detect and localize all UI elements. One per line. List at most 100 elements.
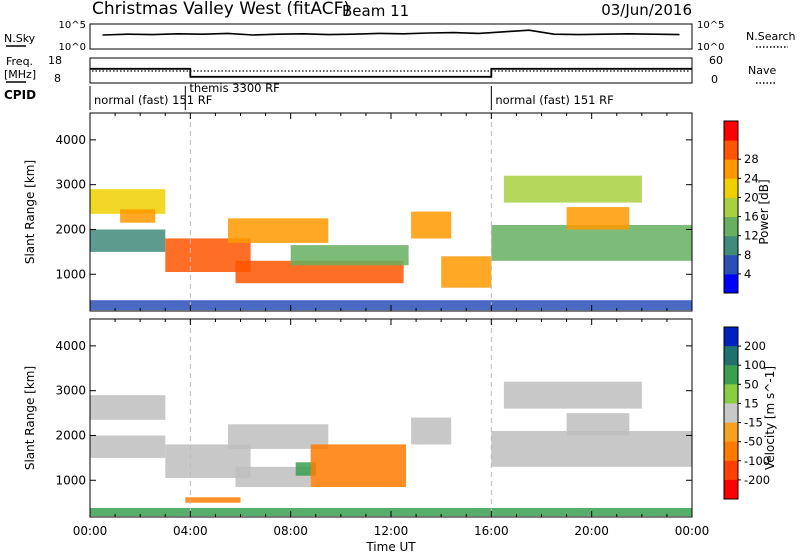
power-panel: 1000 2000 3000 4000 Slant Range [km] 4 8 12 16… [23,112,771,312]
freq-label-line2: [MHz] [4,68,36,81]
colorbar-tick-label: 20 [744,190,759,204]
scatter-region [441,256,492,288]
freq-left-tick-top: 18 [48,54,62,67]
nsky-trace [102,29,680,36]
scatter-region [566,413,630,436]
cpid-segment-label: normal (fast) 151 RF [94,93,212,107]
colorbar-tick-label: -200 [744,473,770,487]
nsky-left-tick-top: 10^5 [59,20,86,31]
colorbar-tick-label: 16 [744,210,759,224]
colorbar-swatch [724,140,738,160]
nsky-right-tick-top: 10^5 [697,20,724,31]
x-axis-label: Time UT [365,540,416,554]
colorbar-swatch [724,216,738,237]
colorbar-swatch [724,254,738,275]
date-label: 03/Jun/2016 [601,1,692,19]
y-tick-label: 2000 [55,222,86,236]
scatter-region [411,211,452,239]
colorbar-swatch [724,273,738,294]
cpid-segment-label: themis 3300 RF [189,81,279,95]
colorbar-tick-label: -100 [744,454,770,468]
colorbar-tick-label: 50 [744,377,759,391]
x-tick-label: 12:00 [374,524,409,538]
y-tick-label: 3000 [55,178,86,192]
nsky-panel: N.Sky 10^5 10^0 10^5 10^0 N.Search [4,20,796,53]
colorbar-swatch [724,121,738,141]
colorbar-swatch [724,346,738,366]
colorbar-swatch [724,327,738,347]
freq-trace [90,67,692,78]
colorbar-tick-label: 8 [744,248,751,262]
x-tick-label: 00:00 [73,524,108,538]
y-tick-label: 3000 [55,384,86,398]
y-tick-label: 2000 [55,428,86,442]
scatter-region [491,431,692,467]
colorbar-tick-label: 12 [744,229,759,243]
nsky-right-tick-bottom: 10^0 [697,42,724,53]
colorbar-swatch [724,384,738,404]
colorbar-tick-label: 28 [744,152,759,166]
beam-label: Beam 11 [342,2,409,20]
scatter-region [90,229,166,252]
y-tick-label: 4000 [55,133,86,147]
freq-panel: Freq. [MHz] 18 8 60 0 Nave [4,54,776,86]
scatter-region [120,209,156,223]
velocity-colorbar-label: Velocity [m s^-1] [763,366,777,470]
nsky-left-tick-bottom: 10^0 [59,42,86,53]
y-tick-label: 1000 [55,473,86,487]
colorbar-swatch [724,441,738,462]
colorbar-swatch [724,197,738,217]
freq-left-tick-bottom: 8 [54,72,61,85]
cpid-label: CPID [4,88,36,102]
colorbar-swatch [724,479,738,500]
x-tick-label: 20:00 [574,524,609,538]
scatter-region [90,395,166,420]
freq-right-tick-bottom: 0 [711,73,718,86]
scatter-region [290,245,409,266]
colorbar-tick-label: 24 [744,171,759,185]
x-tick-label: 08:00 [273,524,308,538]
power-ylabel: Slant Range [km] [23,160,37,264]
freq-label-line1: Freq. [6,55,33,68]
colorbar-tick-label: -50 [744,435,763,449]
power-colorbar-label: Power [dB] [757,179,771,244]
scatter-region [503,381,642,409]
freq-frame [89,57,693,84]
scatter-region [185,497,241,503]
colorbar-swatch [724,235,738,256]
x-tick-label: 16:00 [474,524,509,538]
station-title: Christmas Valley West (fitACF) [92,0,350,19]
colorbar-tick-label: 15 [744,396,759,410]
freq-right-tick-top: 60 [709,54,723,67]
colorbar-tick-label: 200 [744,339,766,353]
scatter-region [491,225,692,261]
colorbar-tick-label: 4 [744,267,751,281]
nave-label: Nave [748,64,776,77]
cpid-segment-label: normal (fast) 151 RF [495,93,613,107]
y-tick-label: 1000 [55,267,86,281]
scatter-region [235,466,311,487]
colorbar-tick-label: -15 [744,416,763,430]
velocity-panel: 1000 2000 3000 4000 00:00 04:00 08:00 12:00 16:0… [23,318,777,554]
scatter-region [411,417,452,445]
scatter-region [235,260,404,284]
scatter-region [310,444,406,487]
nsky-label: N.Sky [4,32,36,45]
scatter-region [90,435,166,458]
colorbar-frame [723,326,739,500]
colorbar-swatch [724,460,738,481]
velocity-ylabel: Slant Range [km] [23,366,37,470]
colorbar-swatch [724,403,738,423]
colorbar-swatch [724,365,738,385]
colorbar-tick-label: 100 [744,358,766,372]
nsearch-label: N.Search [746,30,796,43]
colorbar-swatch [724,422,738,443]
x-tick-label: 04:00 [173,524,208,538]
scatter-region [503,175,642,203]
colorbar-swatch [724,178,738,198]
scatter-region [566,207,630,230]
scatter-region [228,218,329,243]
x-tick-label: 00:00 [675,524,710,538]
